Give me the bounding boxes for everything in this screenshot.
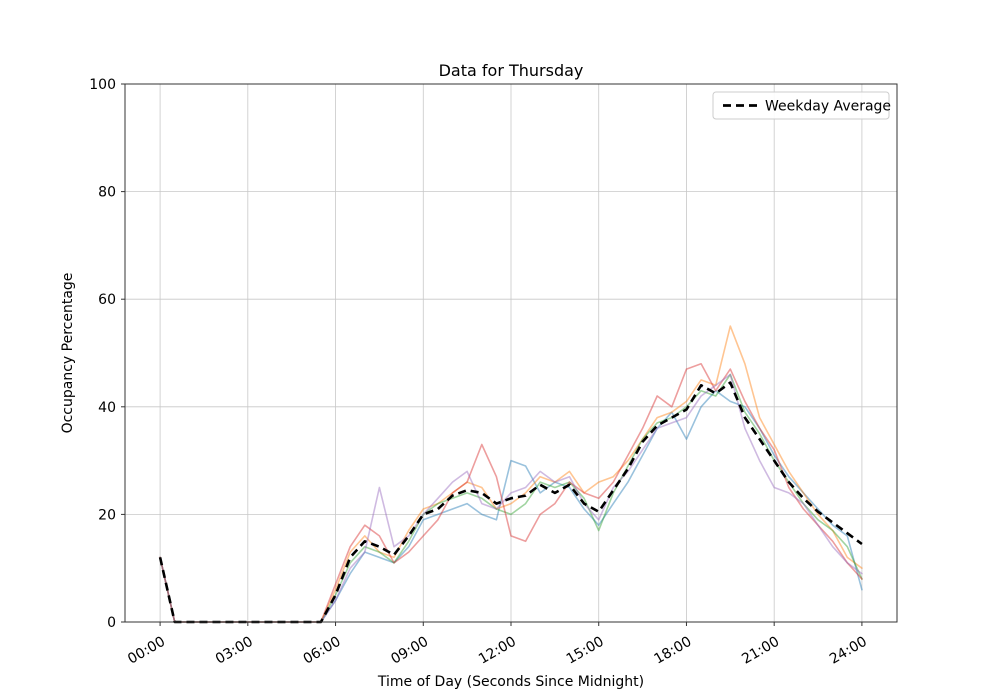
y-tick-label: 0 xyxy=(107,615,116,631)
y-tick-label: 80 xyxy=(98,185,116,201)
x-tick-label: 00:00 xyxy=(125,634,168,668)
x-tick-label: 09:00 xyxy=(388,634,431,668)
x-tick-label: 15:00 xyxy=(564,634,607,668)
grid-layer xyxy=(125,83,897,623)
x-tick-label: 03:00 xyxy=(213,634,256,668)
legend-box xyxy=(712,91,890,120)
tick-layer: 00:00 03:00 06:00 09:00 12:00 15:00 18:00 21:00… xyxy=(89,77,870,668)
y-tick-label: 100 xyxy=(89,77,116,93)
x-axis-label: Time of Day (Seconds Since Midnight) xyxy=(377,674,644,690)
chart-title: Data for Thursday xyxy=(439,61,584,80)
x-tick-label: 12:00 xyxy=(476,634,519,668)
weekday-average-line xyxy=(158,381,863,624)
y-axis-label: Occupancy Percentage xyxy=(60,273,76,434)
legend-label: Weekday Average xyxy=(765,99,891,115)
legend: Weekday Average xyxy=(712,91,891,120)
x-tick-label: 06:00 xyxy=(301,634,344,668)
y-tick-label: 40 xyxy=(98,400,116,416)
x-tick-label: 24:00 xyxy=(827,634,870,668)
x-tick-label: 21:00 xyxy=(739,634,782,668)
y-tick-label: 60 xyxy=(98,292,116,308)
y-tick-label: 20 xyxy=(98,507,116,523)
x-tick-label: 18:00 xyxy=(652,634,695,668)
